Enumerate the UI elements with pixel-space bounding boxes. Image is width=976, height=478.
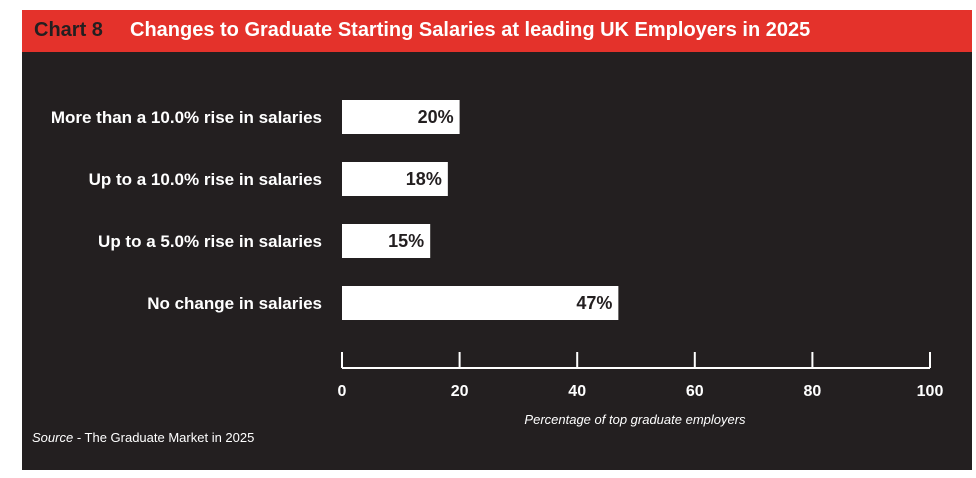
chart-header: Chart 8 Changes to Graduate Starting Sal… [22,10,972,52]
x-tick-label: 100 [917,383,944,400]
source-text: - The Graduate Market in 2025 [73,430,255,445]
source-note: Source - The Graduate Market in 2025 [32,430,254,445]
category-label: Up to a 10.0% rise in salaries [89,170,322,189]
x-tick-label: 60 [686,383,704,400]
bar-value-label: 47% [576,293,612,313]
chart-number: Chart 8 [34,19,103,41]
bar [342,162,448,196]
bar [342,100,460,134]
bar [342,286,619,320]
chart-panel [22,52,972,470]
x-tick-label: 20 [451,383,469,400]
x-tick-label: 80 [804,383,822,400]
bar-value-label: 18% [406,169,442,189]
bar-value-label: 20% [418,107,454,127]
chart-title: Changes to Graduate Starting Salaries at… [130,19,811,41]
x-tick-label: 40 [568,383,586,400]
category-label: More than a 10.0% rise in salaries [51,108,322,127]
source-prefix: Source [32,430,74,445]
category-label: Up to a 5.0% rise in salaries [98,232,322,251]
category-label: No change in salaries [147,294,322,313]
bar-value-label: 15% [388,231,424,251]
x-axis-title: Percentage of top graduate employers [524,412,746,427]
x-tick-label: 0 [338,383,347,400]
bar [342,224,431,258]
